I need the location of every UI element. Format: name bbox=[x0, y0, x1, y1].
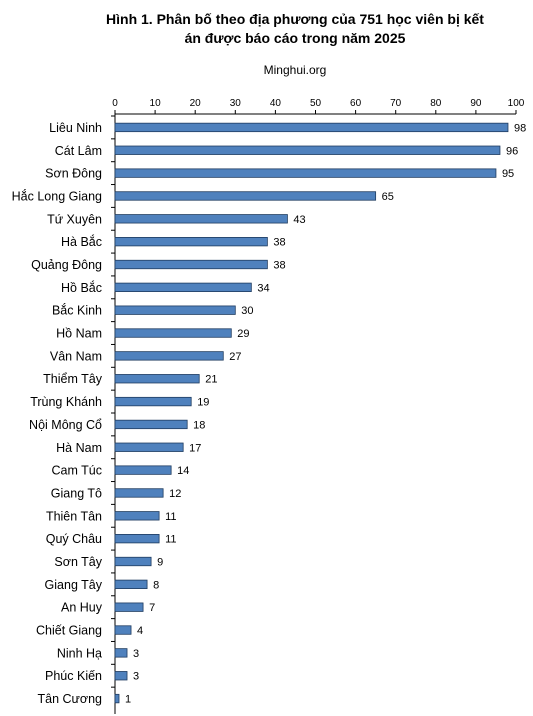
value-label: 98 bbox=[514, 122, 526, 134]
x-tick-label: 100 bbox=[508, 98, 525, 109]
bar bbox=[114, 351, 224, 361]
bar bbox=[114, 556, 152, 567]
value-label: 27 bbox=[229, 351, 241, 363]
bar bbox=[114, 237, 268, 247]
x-tick-label: 30 bbox=[230, 98, 242, 109]
category-label: Hà Bắc bbox=[61, 234, 102, 249]
category-label: Sơn Tây bbox=[54, 555, 102, 569]
value-label: 18 bbox=[193, 419, 205, 431]
value-label: 12 bbox=[169, 488, 181, 500]
value-label: 14 bbox=[177, 465, 189, 477]
category-label: Giang Tô bbox=[51, 486, 102, 500]
x-tick-label: 80 bbox=[430, 98, 442, 109]
value-label: 38 bbox=[273, 237, 285, 249]
value-label: 7 bbox=[149, 602, 155, 614]
value-label: 30 bbox=[241, 305, 253, 317]
bar bbox=[114, 328, 232, 338]
x-axis: 0 10 20 30 40 50 60 70 80 90 100 bbox=[111, 98, 525, 714]
category-label: Thiểm Tây bbox=[43, 372, 103, 386]
category-label: Hắc Long Giang bbox=[12, 188, 102, 203]
bar bbox=[114, 693, 120, 704]
category-label: Trùng Khánh bbox=[30, 395, 102, 409]
category-label: Hồ Bắc bbox=[61, 280, 102, 295]
x-tick-label: 90 bbox=[470, 98, 482, 109]
category-label: Quảng Đông bbox=[31, 258, 102, 272]
value-label: 3 bbox=[133, 671, 139, 683]
bar bbox=[114, 671, 128, 681]
x-tick-label: 40 bbox=[270, 98, 282, 109]
category-label: Nội Mông Cổ bbox=[29, 418, 102, 432]
x-tick-label: 10 bbox=[150, 98, 162, 109]
bar bbox=[114, 214, 288, 224]
x-tick-label: 20 bbox=[190, 98, 202, 109]
category-label: Phúc Kiến bbox=[45, 669, 102, 683]
value-label: 65 bbox=[382, 191, 394, 203]
category-label: Ninh Hạ bbox=[57, 646, 102, 660]
bar bbox=[114, 305, 236, 315]
value-label: 4 bbox=[137, 625, 143, 637]
category-label: An Huy bbox=[61, 601, 103, 615]
bar bbox=[114, 259, 268, 270]
value-label: 9 bbox=[157, 557, 163, 569]
value-label: 11 bbox=[165, 511, 176, 523]
category-label: Giang Tây bbox=[45, 578, 103, 592]
value-label: 96 bbox=[506, 145, 518, 157]
bar bbox=[114, 282, 252, 292]
x-tick-label: 70 bbox=[390, 98, 402, 109]
category-label: Hà Nam bbox=[56, 441, 102, 455]
bar bbox=[114, 374, 200, 384]
value-label: 43 bbox=[293, 214, 305, 226]
value-label: 34 bbox=[257, 282, 269, 294]
category-label: Cát Lâm bbox=[55, 144, 102, 158]
chart-title-line-1: Hình 1. Phân bố theo địa phương của 751 … bbox=[106, 11, 484, 27]
bar bbox=[114, 511, 160, 521]
category-label: Cam Túc bbox=[52, 464, 102, 478]
category-label: Chiết Giang bbox=[36, 624, 102, 638]
value-label: 17 bbox=[189, 442, 201, 454]
value-label: 8 bbox=[153, 579, 159, 591]
chart-title: Hình 1. Phân bố theo địa phương của 751 … bbox=[60, 10, 530, 48]
bar bbox=[114, 465, 172, 475]
bar bbox=[114, 488, 164, 498]
value-label: 19 bbox=[197, 397, 209, 409]
category-label: Quý Châu bbox=[46, 532, 102, 546]
category-label: Bắc Kinh bbox=[52, 303, 102, 318]
value-label: 3 bbox=[133, 648, 139, 660]
x-tick-label: 0 bbox=[112, 98, 118, 109]
value-label: 29 bbox=[237, 328, 249, 340]
chart-subtitle: Minghui.org bbox=[263, 63, 327, 77]
value-label: 11 bbox=[165, 534, 176, 546]
category-label: Sơn Đông bbox=[45, 167, 102, 181]
value-label: 95 bbox=[502, 168, 514, 180]
value-label: 1 bbox=[125, 694, 131, 706]
x-tick-label: 60 bbox=[350, 98, 362, 109]
value-label: 38 bbox=[273, 260, 285, 272]
value-label: 21 bbox=[205, 374, 217, 386]
bar bbox=[114, 122, 509, 133]
bar bbox=[114, 191, 377, 201]
category-label: Hồ Nam bbox=[56, 327, 102, 341]
bar bbox=[114, 419, 188, 430]
bar bbox=[114, 648, 128, 658]
category-label: Tứ Xuyên bbox=[47, 212, 102, 226]
category-label: Tân Cương bbox=[37, 692, 102, 706]
category-label: Vân Nam bbox=[50, 349, 102, 363]
bar bbox=[114, 534, 160, 544]
bar bbox=[114, 602, 144, 612]
bar bbox=[114, 625, 132, 635]
bar bbox=[114, 396, 192, 407]
bar bbox=[114, 168, 497, 178]
category-label: Liêu Ninh bbox=[49, 121, 102, 135]
chart-title-line-2: án được báo cáo trong năm 2025 bbox=[184, 30, 406, 46]
x-tick-label: 50 bbox=[310, 98, 322, 109]
category-label: Thiên Tân bbox=[46, 509, 102, 523]
bar bbox=[114, 579, 148, 589]
bar bbox=[114, 145, 501, 155]
bar bbox=[114, 442, 184, 452]
